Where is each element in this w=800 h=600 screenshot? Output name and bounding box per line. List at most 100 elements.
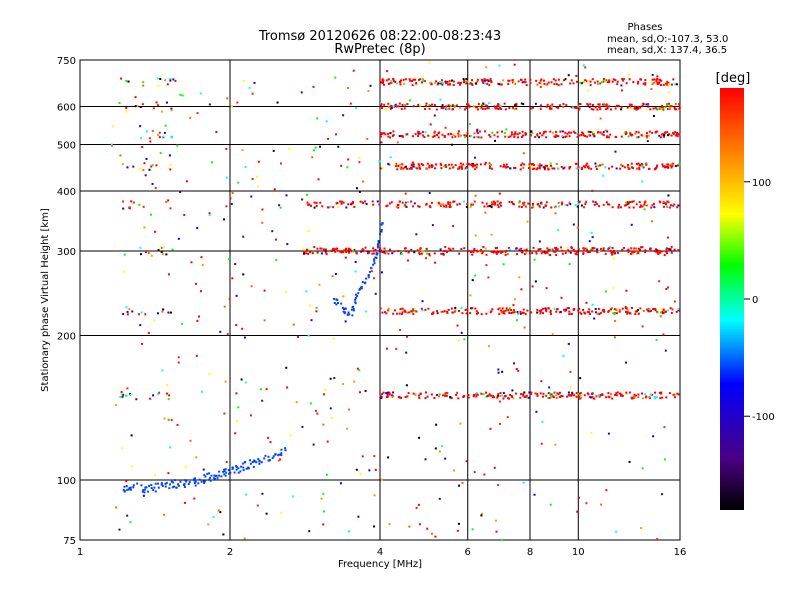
echo-point (609, 108, 612, 111)
noise-point (484, 161, 487, 164)
noise-point (585, 301, 588, 304)
echo-point (165, 253, 168, 256)
echo-point (480, 136, 483, 139)
echo-point (599, 131, 602, 134)
echo-point (148, 137, 151, 140)
echo-point (644, 83, 647, 86)
trace-point (272, 455, 275, 458)
echo-point (590, 167, 593, 170)
echo-point (313, 201, 316, 204)
noise-point (609, 245, 612, 248)
noise-point (322, 492, 325, 495)
echo-point (345, 206, 348, 209)
echo-point (515, 253, 518, 256)
echo-point (120, 77, 123, 80)
echo-point (388, 308, 391, 311)
echo-point (629, 132, 632, 135)
echo-point (514, 166, 517, 169)
noise-point (125, 480, 128, 483)
echo-point (433, 396, 436, 399)
echo-point (482, 81, 485, 84)
echo-point (645, 203, 648, 206)
echo-point (645, 396, 648, 399)
noise-point (600, 503, 603, 506)
echo-point (443, 310, 446, 313)
echo-point (609, 393, 612, 396)
noise-point (494, 519, 497, 522)
echo-point (586, 103, 589, 106)
echo-point (440, 106, 443, 109)
echo-point (561, 395, 564, 398)
echo-point (434, 167, 437, 170)
echo-point (656, 130, 659, 133)
noise-point (149, 397, 152, 400)
echo-point (418, 205, 421, 208)
echo-point (652, 107, 655, 110)
echo-point (466, 308, 469, 311)
echo-point (439, 248, 442, 251)
echo-point (665, 396, 668, 399)
trace-point (372, 263, 375, 266)
echo-point (627, 135, 630, 138)
echo-point (636, 82, 639, 85)
trace-point (223, 473, 226, 476)
trace-point (333, 298, 336, 301)
echo-point (672, 78, 675, 81)
echo-point (157, 134, 160, 137)
echo-point (575, 106, 578, 109)
echo-point (658, 78, 661, 81)
noise-point (143, 226, 146, 229)
echo-point (498, 307, 501, 310)
noise-point (129, 521, 132, 524)
echo-point (125, 107, 128, 110)
trace-point (355, 251, 358, 254)
trace-point (140, 484, 143, 487)
echo-point (613, 308, 616, 311)
echo-point (603, 78, 606, 81)
echo-point (386, 393, 389, 396)
noise-point (663, 426, 666, 429)
echo-point (656, 164, 659, 167)
trace-point (555, 246, 558, 249)
echo-point (525, 252, 528, 255)
echo-point (448, 206, 451, 209)
echo-point (484, 130, 487, 133)
echo-point (160, 251, 163, 254)
noise-point (493, 139, 496, 142)
echo-point (575, 167, 578, 170)
noise-point (659, 315, 662, 318)
echo-point (470, 82, 473, 85)
noise-point (359, 472, 362, 475)
echo-point (392, 105, 395, 108)
noise-point (145, 157, 148, 160)
noise-point (151, 182, 154, 185)
noise-point (661, 493, 664, 496)
echo-point (445, 105, 448, 108)
echo-point (499, 204, 502, 207)
echo-point (480, 313, 483, 316)
echo-point (413, 202, 416, 205)
noise-point (569, 386, 572, 389)
echo-point (655, 107, 658, 110)
echo-point (424, 308, 427, 311)
trace-point (123, 485, 126, 488)
echo-point (542, 206, 545, 209)
echo-point (652, 202, 655, 205)
noise-point (167, 273, 170, 276)
echo-point (408, 167, 411, 170)
noise-point (139, 125, 142, 128)
echo-point (640, 133, 643, 136)
trace-point (177, 483, 180, 486)
noise-point (441, 445, 444, 448)
noise-point (554, 212, 557, 215)
echo-point (502, 79, 505, 82)
noise-point (110, 144, 113, 147)
echo-point (604, 166, 607, 169)
phases-x-mode: mean, sd,X: 137.4, 36.5 (607, 45, 727, 56)
echo-point (508, 79, 511, 82)
noise-point (591, 189, 594, 192)
echo-point (417, 163, 420, 166)
echo-point (481, 250, 484, 253)
echo-point (416, 249, 419, 252)
